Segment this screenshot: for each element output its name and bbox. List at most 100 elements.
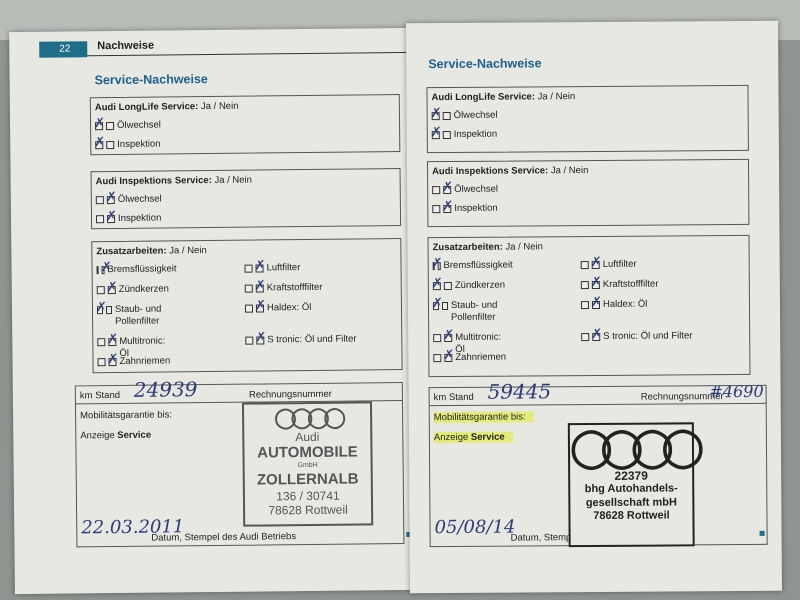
checklist-item[interactable]: Ölwechsel xyxy=(95,120,161,133)
page-title: Service-Nachweise xyxy=(94,72,208,88)
checkbox[interactable] xyxy=(441,302,448,311)
checkbox[interactable] xyxy=(443,281,452,291)
checkbox[interactable] xyxy=(95,196,104,205)
invoice-value: #4690 xyxy=(709,381,764,402)
checklist-item[interactable]: S tronic: Öl und Filter xyxy=(581,330,692,343)
checkbox[interactable] xyxy=(97,358,106,367)
heading-label: Audi LongLife Service: xyxy=(431,91,536,104)
checkbox[interactable] xyxy=(442,130,451,140)
box-heading: Audi LongLife Service: Ja / Nein xyxy=(95,101,239,114)
checkbox[interactable] xyxy=(444,353,453,363)
checkbox[interactable] xyxy=(432,282,441,291)
checklist-item[interactable]: Inspektion xyxy=(431,129,497,141)
checkbox[interactable] xyxy=(438,262,441,271)
checklist-item[interactable]: Inspektion xyxy=(432,203,498,215)
box-heading: Audi Inspektions Service: Ja / Nein xyxy=(96,175,252,188)
checkbox[interactable] xyxy=(96,286,105,295)
checkbox[interactable] xyxy=(244,264,253,273)
checklist-item[interactable]: Zündkerzen xyxy=(96,283,177,296)
km-value[interactable]: 24939 xyxy=(133,377,198,402)
checkbox[interactable] xyxy=(105,306,112,315)
display-label: Anzeige xyxy=(80,429,118,442)
checkbox[interactable] xyxy=(255,264,264,273)
km-value[interactable]: 59445 xyxy=(487,379,552,404)
mobility-guarantee-label: Mobilitätsgarantie bis: xyxy=(80,409,173,422)
checkbox[interactable] xyxy=(255,284,264,293)
checkbox[interactable] xyxy=(433,354,442,363)
checkbox[interactable] xyxy=(95,141,104,150)
checklist-item[interactable]: Ölwechsel xyxy=(432,184,498,196)
checkbox[interactable] xyxy=(255,304,265,313)
checklist-item[interactable]: Staub- und Pollenfilter xyxy=(96,303,177,328)
yes-no-choice: Ja / Nein xyxy=(548,165,589,177)
checkbox[interactable] xyxy=(95,215,105,224)
stamp-line: 78628 Rottweil xyxy=(593,509,670,522)
checkbox[interactable] xyxy=(106,196,115,205)
inspection-service-box: Audi Inspektions Service: Ja / Nein Ölwec… xyxy=(426,158,750,228)
checkbox[interactable] xyxy=(432,302,440,311)
checkbox[interactable] xyxy=(580,261,589,270)
checkbox[interactable] xyxy=(591,300,601,310)
invoice-label: Rechnungsnummer xyxy=(248,388,332,401)
checkbox[interactable] xyxy=(106,141,115,150)
checkbox[interactable] xyxy=(580,281,589,290)
checklist-item[interactable]: Staub- und Pollenfilter xyxy=(432,299,513,325)
checkbox[interactable] xyxy=(96,266,100,275)
checklist-item[interactable]: S tronic: Öl und Filter xyxy=(245,333,357,346)
checkbox[interactable] xyxy=(101,266,105,275)
checklist-item[interactable]: Luftfilter xyxy=(244,262,300,275)
checkbox[interactable] xyxy=(591,280,600,290)
checkbox[interactable] xyxy=(108,338,117,347)
item-label: Zündkerzen xyxy=(454,279,506,291)
checkbox[interactable] xyxy=(96,306,104,315)
checkbox[interactable] xyxy=(97,338,106,347)
checklist-item[interactable]: Inspektion xyxy=(95,213,161,226)
checkbox[interactable] xyxy=(108,358,117,367)
stamp-line: ZOLLERNALB xyxy=(256,470,359,489)
checkbox[interactable] xyxy=(431,131,440,140)
checklist-item[interactable]: Bremsflüssigkeit xyxy=(432,259,513,273)
checklist-item[interactable]: Haldex: Öl xyxy=(244,302,311,315)
heading-label: Audi Inspektions Service: xyxy=(95,174,212,188)
checkbox[interactable] xyxy=(442,111,451,121)
checklist-item[interactable]: Zahnriemen xyxy=(97,355,177,368)
checkbox[interactable] xyxy=(580,301,590,310)
checkbox[interactable] xyxy=(433,334,442,343)
checkbox[interactable] xyxy=(244,304,254,313)
checklist-item[interactable]: Luftfilter xyxy=(580,258,637,271)
heading-label: Zusatzarbeiten: xyxy=(96,245,167,258)
section-header: Nachweise xyxy=(97,39,155,53)
checkbox[interactable] xyxy=(107,286,116,295)
checkbox[interactable] xyxy=(106,215,116,224)
checkbox[interactable] xyxy=(106,122,115,131)
checkbox[interactable] xyxy=(245,336,254,345)
checkbox[interactable] xyxy=(432,262,436,271)
checkbox[interactable] xyxy=(444,333,453,343)
stamp-footer: Datum, Stempel des Audi Betriebs xyxy=(151,531,297,544)
checkbox[interactable] xyxy=(432,205,441,214)
item-label: Staub- und Pollenfilter xyxy=(450,299,498,323)
item-label: S tronic: Öl und Filter xyxy=(267,333,357,346)
checklist-item[interactable]: Ölwechsel xyxy=(431,110,498,122)
checklist-item[interactable]: Ölwechsel xyxy=(95,194,162,207)
checkbox[interactable] xyxy=(443,204,452,214)
checkbox[interactable] xyxy=(256,336,265,345)
item-label: Bremsflüssigkeit xyxy=(443,259,513,272)
checkbox[interactable] xyxy=(592,332,601,342)
checkbox[interactable] xyxy=(443,185,452,195)
checklist-item[interactable]: Bremsflüssigkeit xyxy=(96,263,177,276)
checklist-item[interactable]: Zahnriemen xyxy=(433,352,513,365)
checkbox[interactable] xyxy=(431,112,440,121)
box-heading: Audi LongLife Service: Ja / Nein xyxy=(431,91,575,103)
checkbox[interactable] xyxy=(591,260,600,270)
checklist-item[interactable]: Zündkerzen xyxy=(432,279,513,293)
checkbox[interactable] xyxy=(244,284,253,293)
checklist-item[interactable]: Kraftstofffilter xyxy=(244,282,323,295)
checkbox[interactable] xyxy=(95,122,104,131)
checklist-item[interactable]: Haldex: Öl xyxy=(580,299,647,311)
checklist-item[interactable]: Kraftstofffilter xyxy=(580,279,659,292)
item-label: Luftfilter xyxy=(602,258,637,270)
checkbox[interactable] xyxy=(581,333,590,342)
checkbox[interactable] xyxy=(432,186,441,195)
checklist-item[interactable]: Inspektion xyxy=(95,139,161,152)
